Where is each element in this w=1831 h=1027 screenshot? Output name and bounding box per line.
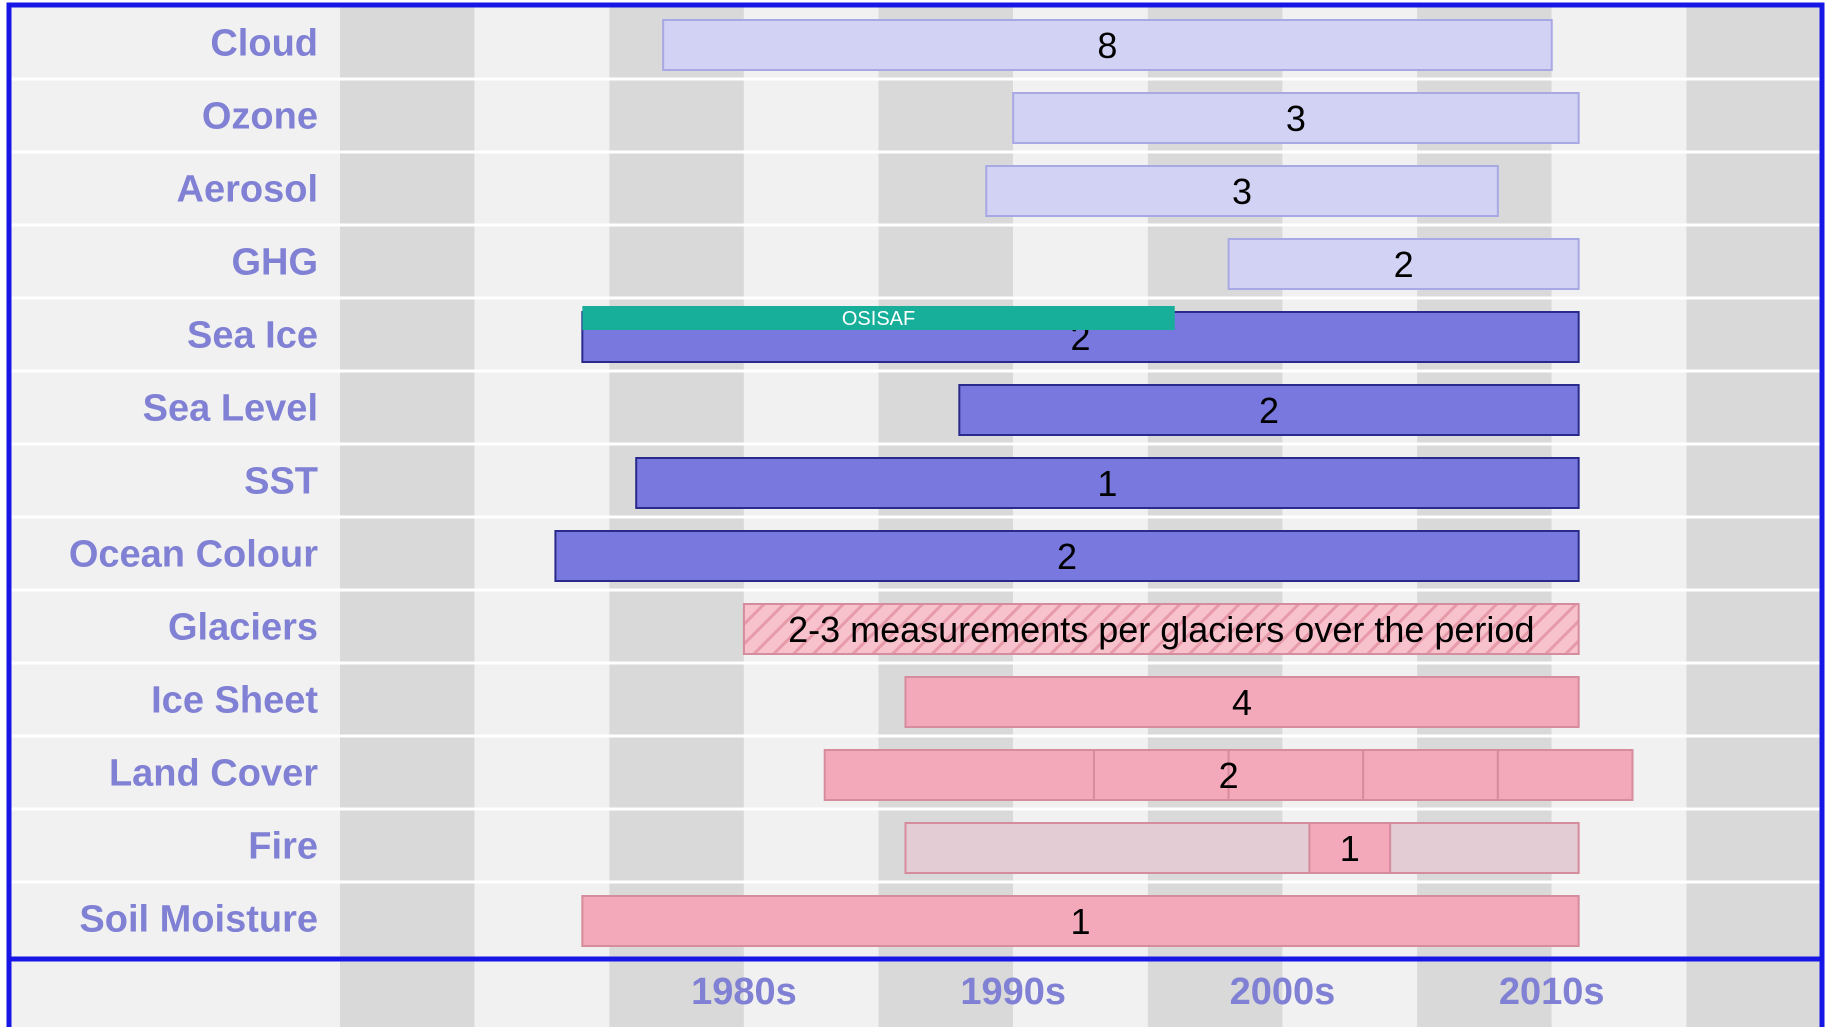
category-label-aerosol: Aerosol: [177, 169, 318, 211]
outer-frame: [6, 2, 1825, 1027]
bar: [635, 457, 1580, 509]
category-label-ice-sheet: Ice Sheet: [151, 680, 318, 722]
category-label-ocean-colour: Ocean Colour: [69, 534, 318, 576]
bar-label: 4: [1232, 682, 1252, 723]
bar-label: 1: [1340, 828, 1360, 869]
bar: [985, 165, 1499, 217]
bar-group-glaciers: 2-3 measurements per glaciers over the p…: [742, 603, 1580, 655]
decade-label-1980s: 1980s: [691, 971, 797, 1013]
bar-group-soil-moisture: 1: [581, 895, 1580, 947]
category-label-glaciers: Glaciers: [168, 607, 318, 649]
bar: [1227, 238, 1580, 290]
bar-segment: [823, 749, 1095, 801]
bar-group-ice-sheet: 4: [904, 676, 1580, 728]
decade-label-2010s: 2010s: [1499, 971, 1605, 1013]
frame: [6, 2, 1825, 1027]
bar-label: 2-3 measurements per glaciers over the p…: [788, 609, 1534, 650]
decade-label-1990s: 1990s: [960, 971, 1066, 1013]
bar-segment: [1227, 749, 1365, 801]
bar-group-ghg: 2: [1227, 238, 1580, 290]
category-label-fire: Fire: [248, 826, 318, 868]
category-label-ozone: Ozone: [202, 96, 318, 138]
category-labels: Cloud Ozone Aerosol GHG Sea Ice Sea Level SST O…: [69, 23, 318, 941]
bar-group-sst: 1: [635, 457, 1580, 509]
category-label-soil-moisture: Soil Moisture: [79, 899, 318, 941]
bar-label: 3: [1232, 171, 1252, 212]
bar-group-sea-level: 2: [958, 384, 1580, 436]
bar-label: 2: [1259, 390, 1279, 431]
bar: [958, 384, 1580, 436]
bar-label: 8: [1097, 25, 1117, 66]
x-axis: 1980s 1990s 2000s 2010s: [10, 956, 1821, 1013]
bar-segment: [1092, 749, 1230, 801]
bar-label: 1: [1097, 463, 1117, 504]
bar: [904, 676, 1580, 728]
bar-group-ozone: 3: [1012, 92, 1580, 144]
category-label-sea-ice: Sea Ice: [187, 315, 318, 357]
bar-segment: [1362, 749, 1499, 801]
overlay-label: OSISAF: [842, 308, 915, 330]
bar: [581, 895, 1580, 947]
bar-group-fire: 1: [904, 822, 1580, 874]
category-label-land-cover: Land Cover: [109, 753, 318, 795]
bar-group-ocean-colour: 2: [554, 530, 1580, 582]
bar-segment: [1496, 749, 1634, 801]
decade-label-2000s: 2000s: [1230, 971, 1336, 1013]
bar-highlight: [1308, 822, 1392, 874]
bar-group-cloud: 8: [662, 19, 1553, 71]
bar-label: 2: [1219, 755, 1239, 796]
category-label-cloud: Cloud: [210, 23, 318, 65]
bar-range: [904, 822, 1580, 874]
overlay-group: OSISAF: [582, 306, 1175, 330]
category-label-ghg: GHG: [231, 242, 318, 284]
bar: [742, 603, 1580, 655]
category-label-sea-level: Sea Level: [143, 388, 318, 430]
bar-group-aerosol: 3: [985, 165, 1499, 217]
bar-group-land-cover: 2: [823, 749, 1634, 801]
overlay-bar: [582, 306, 1175, 330]
category-label-sst: SST: [244, 461, 318, 503]
bar-label: 1: [1070, 901, 1090, 942]
bar-label: 2: [1394, 244, 1414, 285]
bar: [1012, 92, 1580, 144]
bar-label: 3: [1286, 98, 1306, 139]
bar: [662, 19, 1553, 71]
bar-label: 2: [1057, 536, 1077, 577]
bar: [554, 530, 1580, 582]
